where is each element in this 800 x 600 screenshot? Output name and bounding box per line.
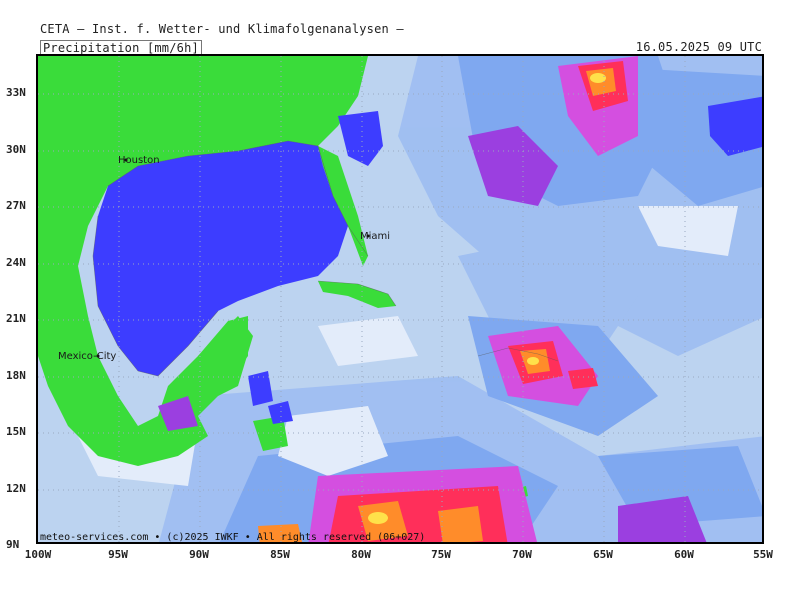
lat-label: 33N <box>6 86 26 99</box>
precipitation-map: Houston Miami Mexico-City <box>36 54 764 544</box>
lat-label: 21N <box>6 312 26 325</box>
city-markers: Houston Miami Mexico-City <box>58 155 390 362</box>
coastlines <box>92 140 559 377</box>
city-houston: Houston <box>118 155 160 166</box>
lon-label: 55W <box>753 548 773 561</box>
lon-label: 70W <box>512 548 532 561</box>
lat-label: 12N <box>6 482 26 495</box>
lon-label: 80W <box>351 548 371 561</box>
lon-label: 65W <box>593 548 613 561</box>
city-mexico-city: Mexico-City <box>58 351 116 362</box>
lon-label: 75W <box>431 548 451 561</box>
lon-label: 60W <box>674 548 694 561</box>
lat-label: 9N <box>6 538 20 551</box>
lat-label: 15N <box>6 425 26 438</box>
lat-label: 24N <box>6 256 26 269</box>
dry-ocean-areas <box>93 96 762 424</box>
lat-label: 18N <box>6 369 26 382</box>
land-areas <box>38 56 528 498</box>
extreme-rain-areas <box>258 68 616 542</box>
valid-time: 16.05.2025 09 UTC <box>635 40 762 54</box>
parameter-label: Precipitation [mm/6h] <box>40 40 202 55</box>
lon-label: 85W <box>270 548 290 561</box>
map-title: CETA – Inst. f. Wetter- und Klimafolgena… <box>40 22 404 36</box>
graticule <box>38 56 762 542</box>
lat-label: 30N <box>6 143 26 156</box>
city-miami: Miami <box>360 231 390 242</box>
lon-label: 100W <box>24 548 52 561</box>
lon-label: 90W <box>189 548 209 561</box>
copyright-footer: meteo-services.com • (c)2025 IWKF • All … <box>40 532 426 543</box>
lat-label: 27N <box>6 199 26 212</box>
lon-label: 95W <box>108 548 128 561</box>
